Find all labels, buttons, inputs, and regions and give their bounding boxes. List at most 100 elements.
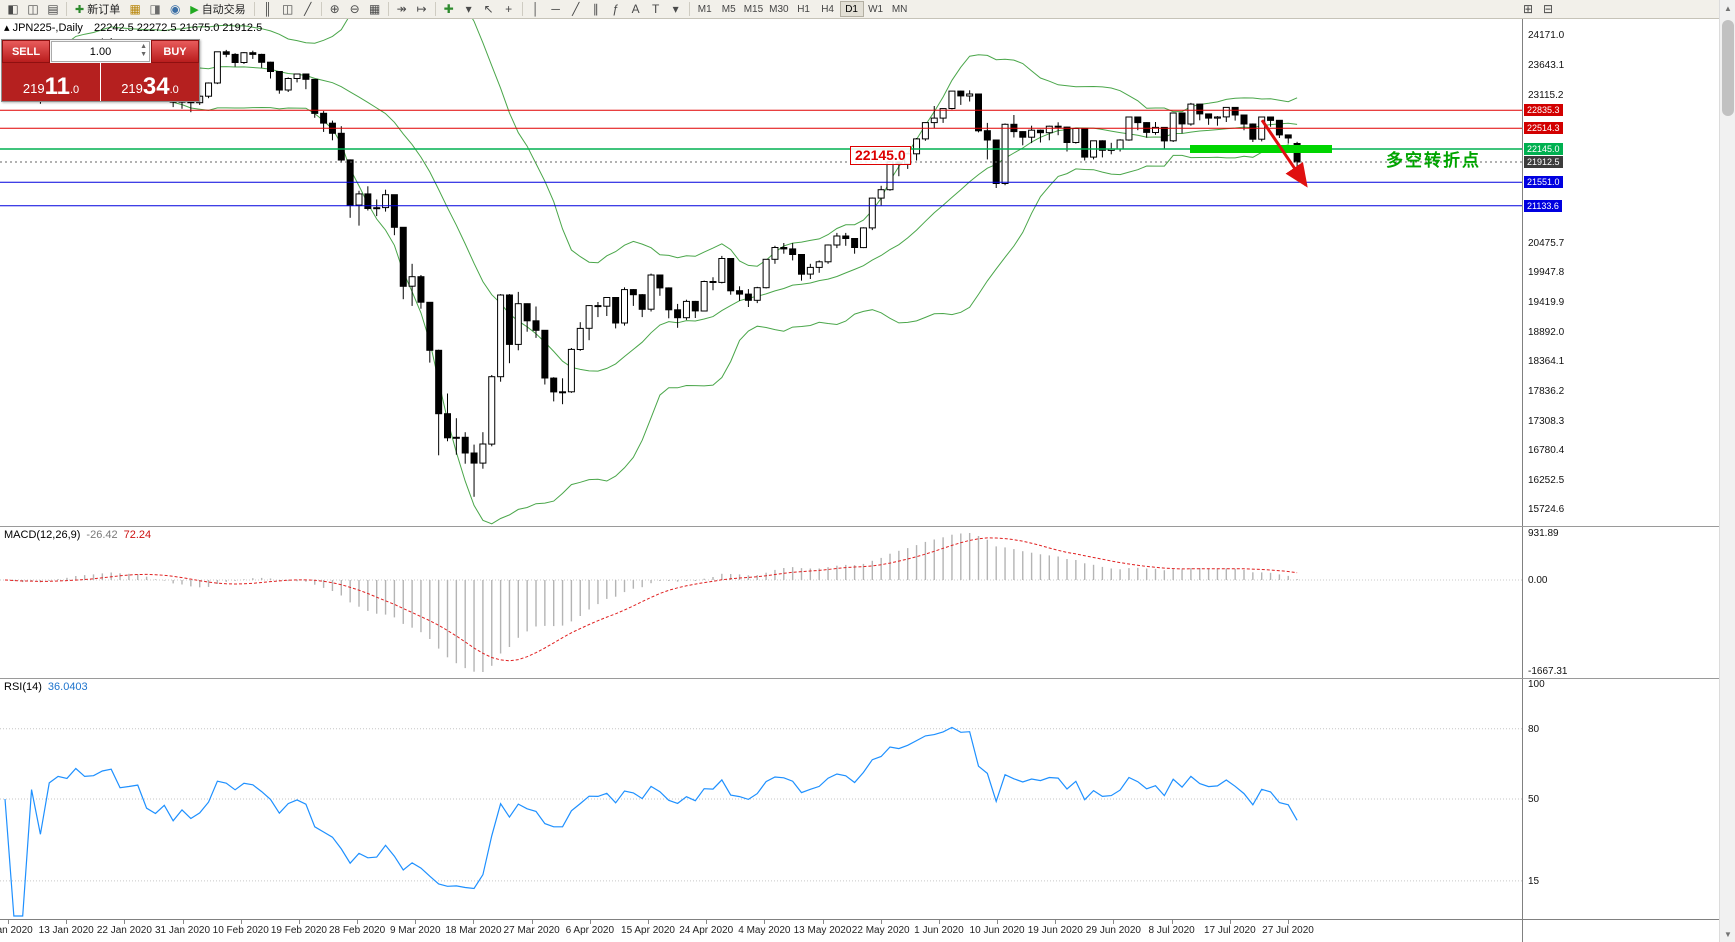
timeframe-w1[interactable]: W1 (868, 3, 884, 15)
timeframe-h4[interactable]: H4 (821, 3, 834, 15)
spinner-down-icon[interactable]: ▼ (140, 51, 147, 58)
timeframe-m5[interactable]: M5 (721, 3, 736, 15)
auto-scroll-icon[interactable]: ↠ (396, 2, 407, 16)
macd-axis-max: 931.89 (1528, 528, 1559, 539)
autotrading-button-icon: ▶ (190, 3, 199, 16)
sell-price-display[interactable]: 219 11.0 (2, 63, 100, 101)
price-axis-label: 20475.7 (1528, 237, 1565, 249)
one-click-collapse-icon[interactable]: ▴ (4, 22, 10, 34)
cursor-icon[interactable]: ↖ (483, 2, 494, 16)
symbol-period-label: JPN225-,Daily (12, 22, 83, 34)
indicators-dropdown-icon[interactable]: ▾ (465, 2, 472, 16)
crosshair-icon[interactable]: + (505, 2, 513, 16)
data-window-icon[interactable]: ◨ (149, 2, 161, 16)
macd-axis-min: -1667.31 (1528, 666, 1568, 677)
macd-name: MACD(12,26,9) (4, 529, 81, 541)
price-axis-label: 17836.2 (1528, 385, 1565, 397)
bar-chart-icon[interactable]: ║ (263, 2, 272, 16)
chart-shift-icon[interactable]: ↦ (416, 2, 427, 16)
timeframe-d1[interactable]: D1 (839, 1, 864, 17)
time-tick (764, 920, 766, 924)
vertical-line-icon[interactable]: │ (531, 2, 540, 16)
price-axis-label: 16252.5 (1528, 474, 1565, 486)
equidistant-channel-icon[interactable]: ∥ (592, 2, 599, 16)
time-tick (240, 920, 242, 924)
autotrading-button[interactable]: ▶ 自动交易 (185, 1, 250, 18)
dock-window-icon[interactable]: ⊞ (1522, 2, 1534, 16)
price-badge: 21133.6 (1524, 199, 1562, 212)
main-chart-pane[interactable]: ▴ JPN225-,Daily 22242.5 22272.5 21675.0 … (0, 19, 1522, 526)
text-icon[interactable]: A (631, 2, 640, 16)
autotrading-button-label: 自动交易 (201, 4, 246, 16)
time-axis-label: 17 Jul 2020 (1203, 925, 1256, 936)
time-axis-label: 1 Jun 2020 (914, 925, 964, 936)
new-chart-icon[interactable]: ◧ (7, 2, 19, 16)
chart-title: ▴ JPN225-,Daily 22242.5 22272.5 21675.0 … (4, 21, 262, 34)
scrollbar-up-icon[interactable]: ▲ (1724, 3, 1732, 13)
fibonacci-icon[interactable]: ƒ (612, 2, 620, 16)
time-axis-label: 13 May 2020 (793, 925, 852, 936)
new-order-button[interactable]: ✚ 新订单 (70, 1, 125, 18)
time-tick (124, 920, 126, 924)
line-chart-icon[interactable]: ╱ (304, 2, 312, 16)
trendline-icon[interactable]: ╱ (572, 2, 580, 16)
zoom-in-icon[interactable]: ⊕ (329, 2, 340, 16)
time-tick (1055, 920, 1057, 924)
timeframe-m1[interactable]: M1 (697, 3, 712, 15)
rsi-label: RSI(14) 36.0403 (4, 681, 88, 693)
spinner-up-icon[interactable]: ▲ (140, 43, 147, 50)
toolbar-separator (688, 2, 690, 16)
macd-signal-line (4, 537, 1298, 662)
scrollbar-down-icon[interactable]: ▼ (1724, 929, 1732, 939)
buy-price-suffix: .0 (169, 84, 179, 96)
time-axis-label: 13 Jan 2020 (38, 925, 94, 936)
arrows-icon[interactable]: ▾ (672, 2, 679, 16)
time-axis-label: 15 Apr 2020 (621, 925, 675, 936)
candlestick-chart[interactable] (0, 19, 1522, 526)
tile-windows-icon[interactable]: ▦ (369, 2, 381, 16)
market-watch-icon[interactable]: ▦ (129, 2, 141, 16)
pane-splitter[interactable] (0, 678, 1719, 679)
time-tick (997, 920, 999, 924)
price-axis[interactable]: 24171.0 23643.1 23115.2 20475.7 19947.8 19419… (1522, 19, 1719, 942)
scrollbar-thumb[interactable] (1722, 20, 1734, 116)
new-order-button-icon: ✚ (75, 3, 85, 16)
volume-input[interactable]: 1.00 ▲ ▼ (51, 41, 150, 62)
sell-price-big: 11 (44, 72, 70, 100)
toolbar-separator (521, 2, 523, 16)
time-axis-label: 27 Mar 2020 (503, 925, 560, 936)
macd-pane[interactable]: MACD(12,26,9) -26.42 72.24 (0, 527, 1522, 678)
buy-button[interactable]: BUY (151, 40, 199, 63)
time-tick (1113, 920, 1115, 924)
rsi-pane[interactable]: RSI(14) 36.0403 (0, 679, 1522, 919)
timeframe-m15[interactable]: M15 (743, 3, 764, 15)
price-axis-label: 18364.1 (1528, 356, 1565, 368)
undock-window-icon[interactable]: ⊟ (1542, 2, 1554, 16)
timeframe-h1[interactable]: H1 (797, 3, 810, 15)
candlestick-chart-icon[interactable]: ◫ (282, 2, 294, 16)
timeframe-m30[interactable]: M30 (769, 3, 789, 15)
buy-price-display[interactable]: 219 34.0 (101, 63, 199, 101)
zoom-out-icon[interactable]: ⊖ (349, 2, 360, 16)
toolbar-separator (387, 2, 389, 16)
pane-splitter[interactable] (0, 526, 1719, 527)
horizontal-line-icon[interactable]: ─ (551, 2, 560, 16)
volume-spinner[interactable]: ▲ ▼ (140, 43, 147, 59)
time-tick (415, 920, 417, 924)
macd-label: MACD(12,26,9) -26.42 72.24 (4, 529, 151, 541)
strategy-tester-icon[interactable]: ◉ (169, 2, 181, 16)
indicators-icon[interactable]: ✚ (443, 2, 454, 16)
chart-windows-icon[interactable]: ◫ (27, 2, 39, 16)
profiles-icon[interactable]: ▤ (47, 2, 59, 16)
time-axis-label: 24 Apr 2020 (679, 925, 734, 936)
vertical-scrollbar[interactable]: ▲ ▼ (1719, 0, 1735, 942)
time-tick (648, 920, 649, 924)
time-tick (182, 920, 184, 924)
time-tick (1171, 920, 1173, 924)
text-label-icon[interactable]: T (652, 2, 660, 16)
ohlc-values: 22242.5 22272.5 21675.0 21912.5 (93, 22, 263, 34)
sell-button[interactable]: SELL (2, 40, 50, 63)
timeframe-mn[interactable]: MN (891, 3, 908, 15)
candlestick-series (1, 38, 1301, 497)
